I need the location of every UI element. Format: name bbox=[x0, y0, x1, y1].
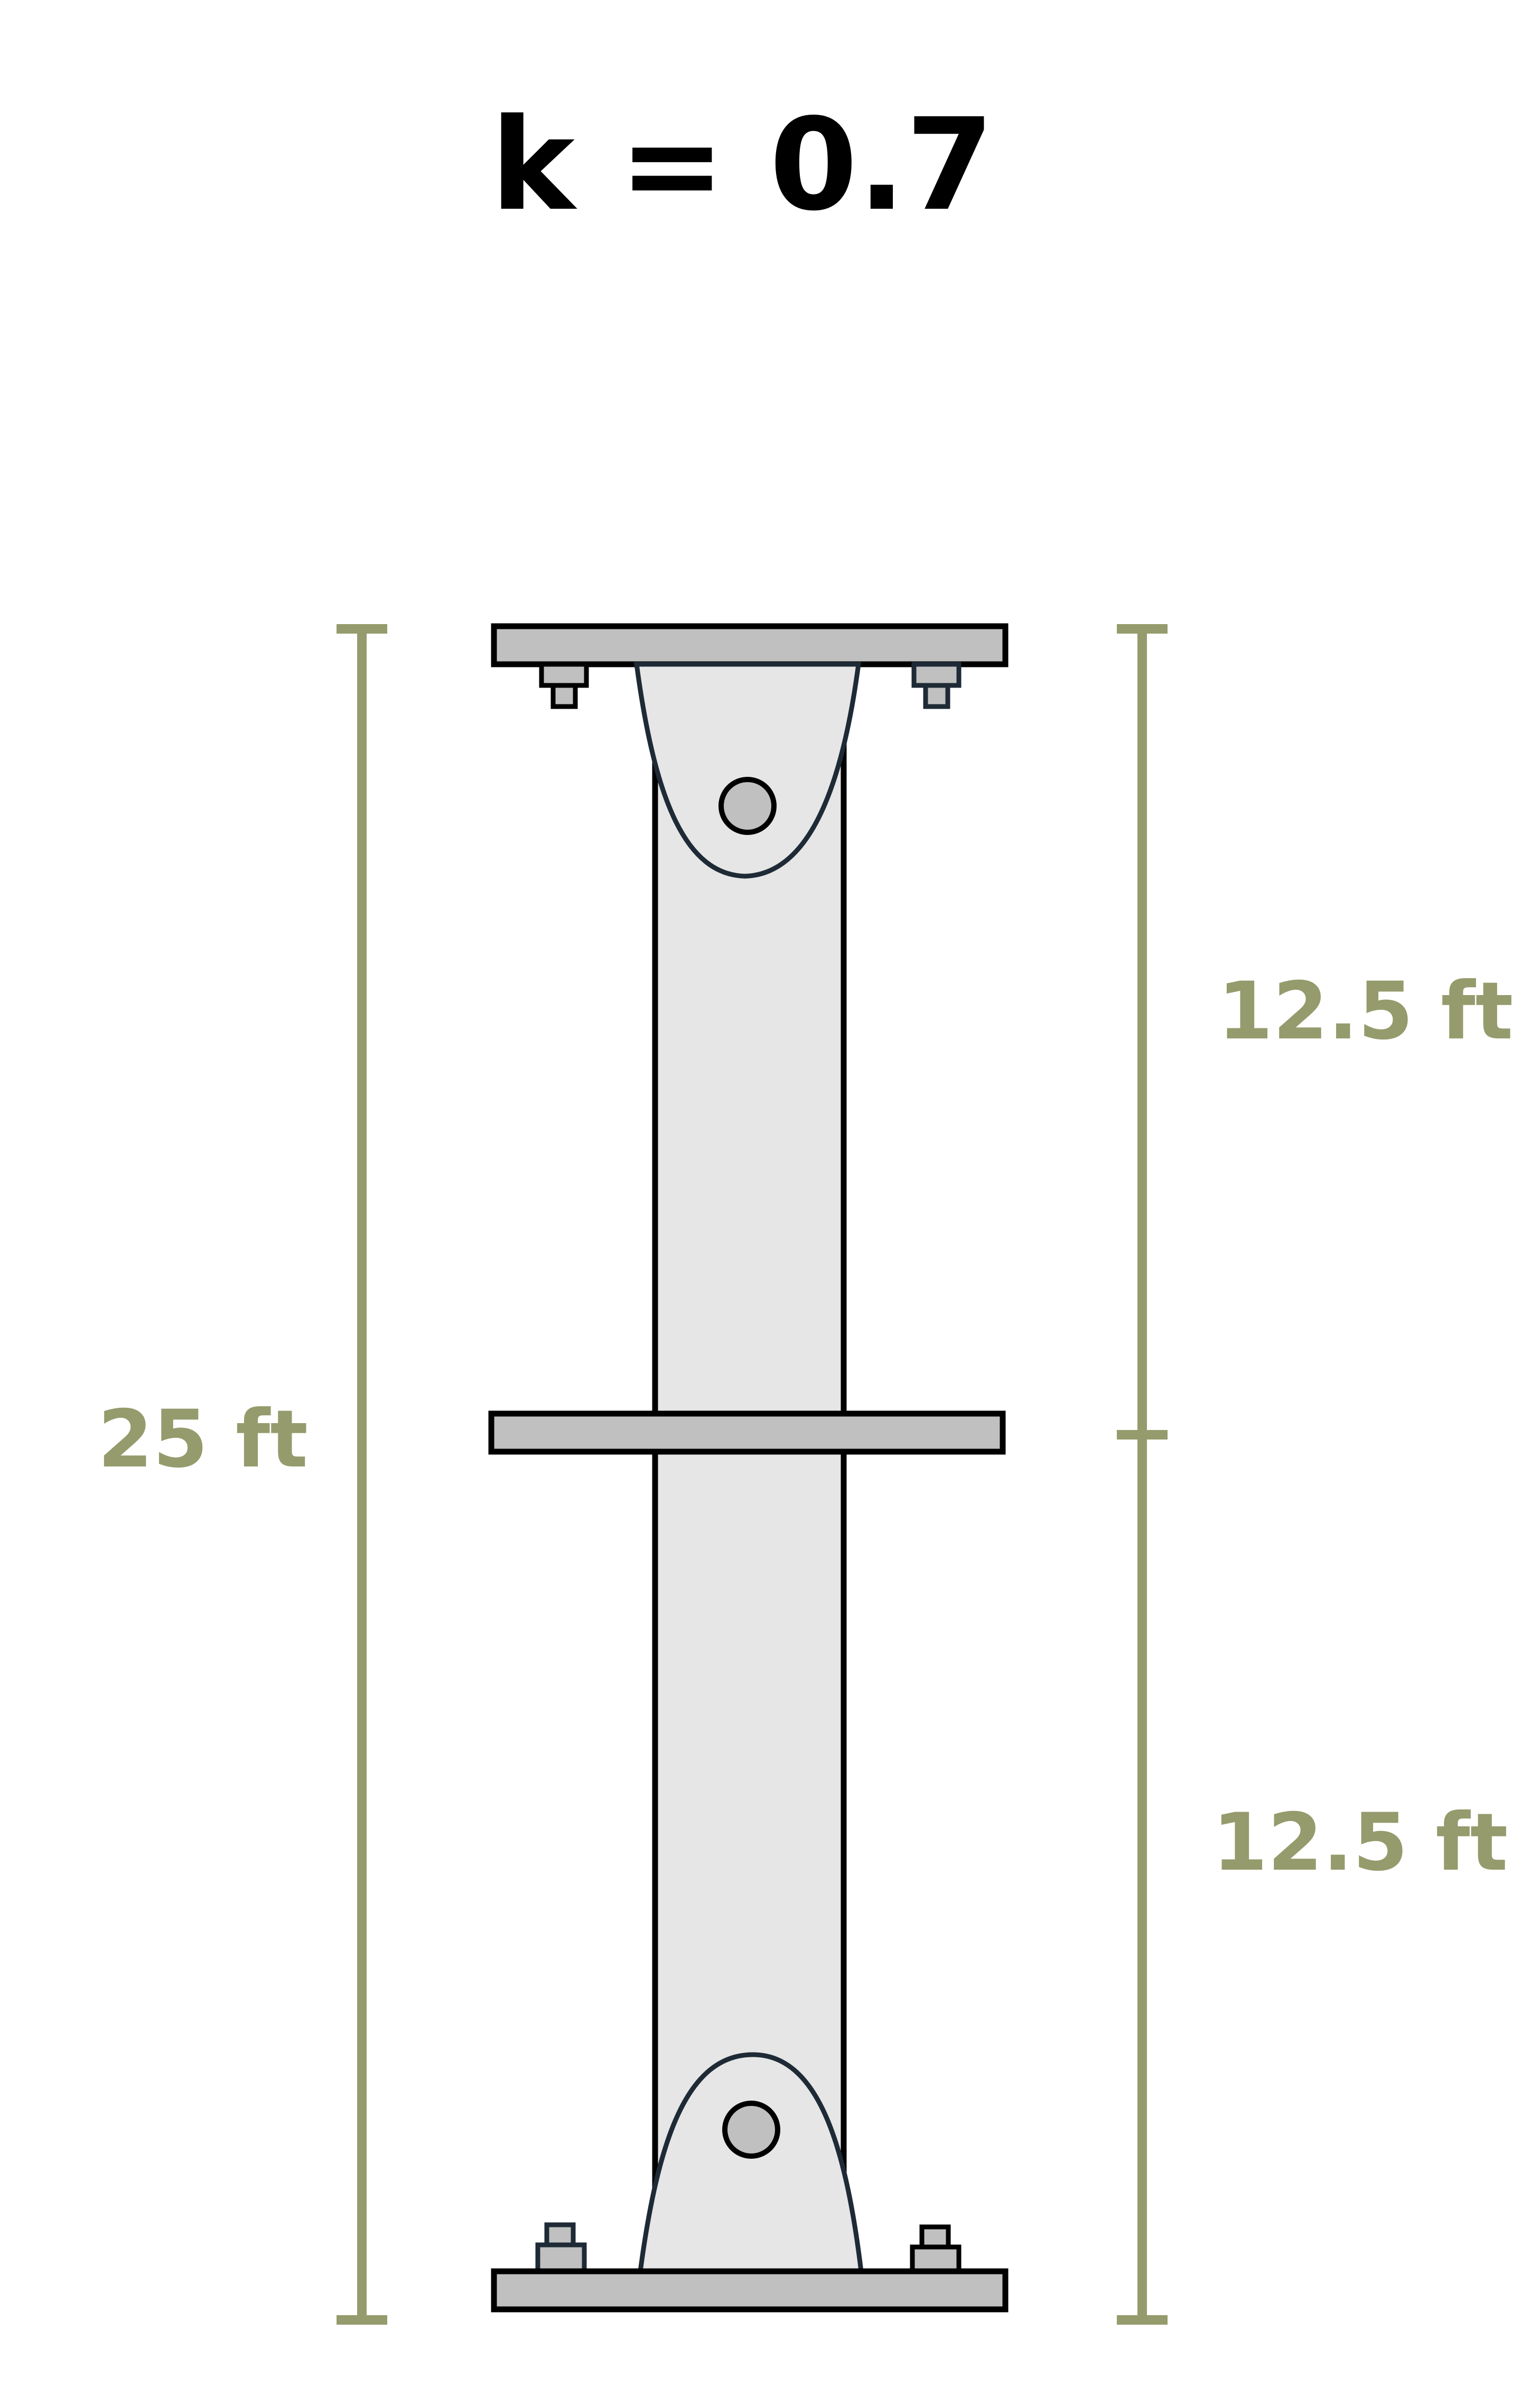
top-right-bolt-icon bbox=[911, 662, 962, 709]
total-dimension-line bbox=[337, 624, 387, 2325]
bottom-plate bbox=[491, 2268, 1009, 2313]
top-gusset bbox=[633, 662, 862, 879]
bottom-gusset bbox=[637, 2052, 864, 2274]
lower-segment-label: 12.5 ft bbox=[1212, 1797, 1508, 1889]
top-plate bbox=[491, 623, 1009, 667]
top-pin-icon bbox=[718, 777, 777, 835]
mid-brace-plate-icon bbox=[488, 1410, 1006, 1455]
bottom-pin-icon bbox=[722, 2101, 780, 2159]
bottom-left-bolt-icon bbox=[535, 2222, 587, 2274]
diagram-title: k = 0.7 bbox=[491, 91, 994, 239]
column-web bbox=[652, 660, 847, 2260]
total-length-label: 25 ft bbox=[98, 1394, 308, 1485]
top-left-bolt-icon bbox=[539, 662, 589, 709]
segment-dimension-line bbox=[1117, 624, 1168, 2325]
upper-segment-label: 12.5 ft bbox=[1218, 965, 1513, 1057]
bottom-right-bolt-icon bbox=[910, 2224, 962, 2274]
